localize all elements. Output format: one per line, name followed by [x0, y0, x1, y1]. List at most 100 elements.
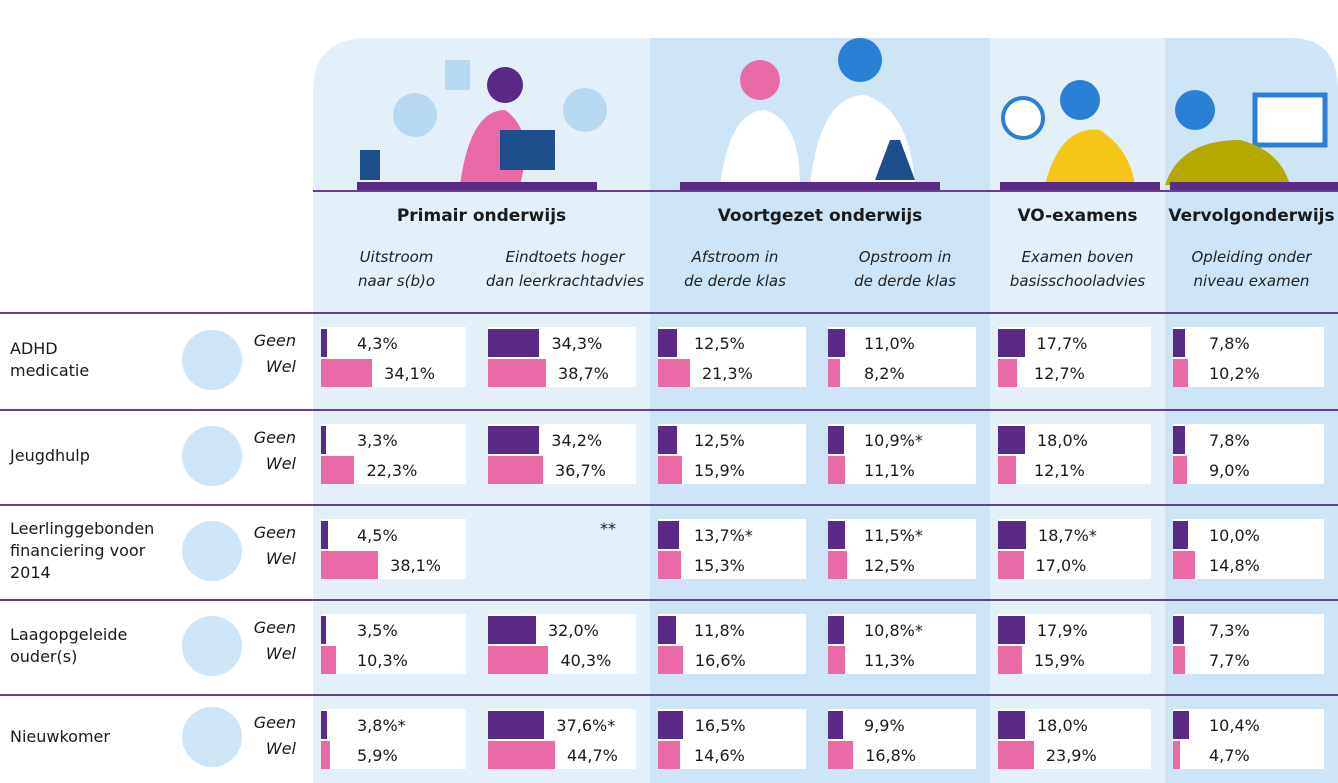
row-label: Nieuwkomer [10, 727, 110, 746]
row-rule [0, 504, 1338, 506]
value-label: 4,3% [357, 334, 398, 353]
column-header: naar s(b)o [357, 272, 436, 290]
bar [828, 646, 845, 674]
row-rule [0, 312, 1338, 314]
level-label: Wel [265, 357, 296, 376]
value-label: 16,5% [694, 716, 746, 735]
bar [488, 646, 549, 674]
bar [828, 741, 854, 769]
column-header: de derde klas [684, 272, 786, 290]
bar [1173, 646, 1185, 674]
bar [488, 456, 544, 484]
value-label: 9,9% [864, 716, 905, 735]
bar [1173, 616, 1184, 644]
bar [321, 646, 337, 674]
bar [998, 711, 1025, 739]
bar [1173, 711, 1189, 739]
column-header: Opleiding onder [1191, 248, 1312, 266]
bar [828, 456, 845, 484]
row-icon [182, 329, 242, 390]
cell-box [321, 614, 466, 674]
value-label: 10,9%* [864, 431, 923, 450]
illustrations [313, 38, 1338, 192]
cell-box [828, 519, 976, 579]
value-label: 21,3% [701, 364, 753, 383]
bar [321, 456, 355, 484]
row-label: Leerlinggebonden [10, 518, 155, 538]
level-label: Geen [253, 331, 296, 350]
bar [998, 456, 1017, 484]
row-label: ADHD [10, 338, 58, 358]
value-label: 5,9% [357, 746, 398, 765]
level-label: Wel [265, 739, 296, 758]
row-icon [182, 707, 242, 767]
value-label: 3,8%* [357, 716, 406, 735]
bar [488, 741, 556, 769]
column-header: basisschooladvies [1009, 272, 1146, 290]
column-header: niveau examen [1193, 272, 1310, 290]
value-label: 18,0% [1037, 431, 1088, 450]
group-background [1165, 192, 1338, 783]
cell-box [828, 327, 976, 387]
bar [488, 329, 540, 357]
bar [998, 359, 1018, 387]
group-title: Vervolgonderwijs [1168, 206, 1335, 226]
bar [1173, 329, 1185, 357]
cell-box [1173, 614, 1324, 674]
value-label: 34,3% [551, 334, 603, 353]
value-label: 36,7% [555, 461, 606, 480]
value-label: 10,8%* [864, 621, 923, 640]
value-label: 23,9% [1045, 746, 1097, 765]
value-label: 10,4% [1209, 716, 1260, 735]
column-header: Eindtoets hoger [505, 248, 625, 266]
value-label: 11,1% [864, 461, 915, 480]
bar [998, 521, 1027, 549]
value-label: 10,3% [357, 651, 408, 670]
value-label: 11,5%* [864, 526, 923, 545]
row-rule [0, 409, 1338, 411]
value-label: 44,7% [567, 746, 618, 765]
column-header: Examen boven [1021, 248, 1134, 266]
cell-box [1173, 709, 1324, 769]
bar [998, 329, 1025, 357]
value-label: 3,3% [357, 431, 398, 450]
value-label: 12,5% [694, 431, 745, 450]
column-header: de derde klas [854, 272, 956, 290]
value-label: 15,3% [694, 556, 745, 575]
value-label: 4,5% [357, 526, 398, 545]
note: ** [600, 519, 616, 538]
value-label: 11,0% [864, 334, 915, 353]
bar [658, 329, 677, 357]
row-rule [0, 694, 1338, 696]
row-rule [0, 599, 1338, 601]
cell-box [658, 424, 806, 484]
bar [658, 456, 682, 484]
bar [321, 551, 379, 579]
bar [828, 711, 843, 739]
value-label: 13,7%* [694, 526, 753, 545]
value-label: 12,1% [1034, 461, 1085, 480]
value-label: 11,3% [864, 651, 915, 670]
bar [828, 551, 847, 579]
bar [658, 646, 683, 674]
bar [1173, 551, 1196, 579]
row-label: financiering voor [10, 540, 146, 560]
bar [1173, 741, 1181, 769]
group-background [313, 192, 650, 783]
value-label: 9,0% [1209, 461, 1250, 480]
cell-box [828, 424, 976, 484]
cell-box [1173, 424, 1324, 484]
bar [828, 426, 845, 454]
bar [828, 329, 845, 357]
cell-box [1173, 519, 1324, 579]
value-label: 34,1% [384, 364, 435, 383]
value-label: 17,9% [1036, 621, 1088, 640]
row-icon [182, 615, 242, 676]
value-label: 7,8% [1209, 334, 1250, 353]
bar [321, 521, 328, 549]
bar [998, 646, 1022, 674]
bar [998, 551, 1024, 579]
bar [998, 741, 1034, 769]
bar [828, 359, 841, 387]
